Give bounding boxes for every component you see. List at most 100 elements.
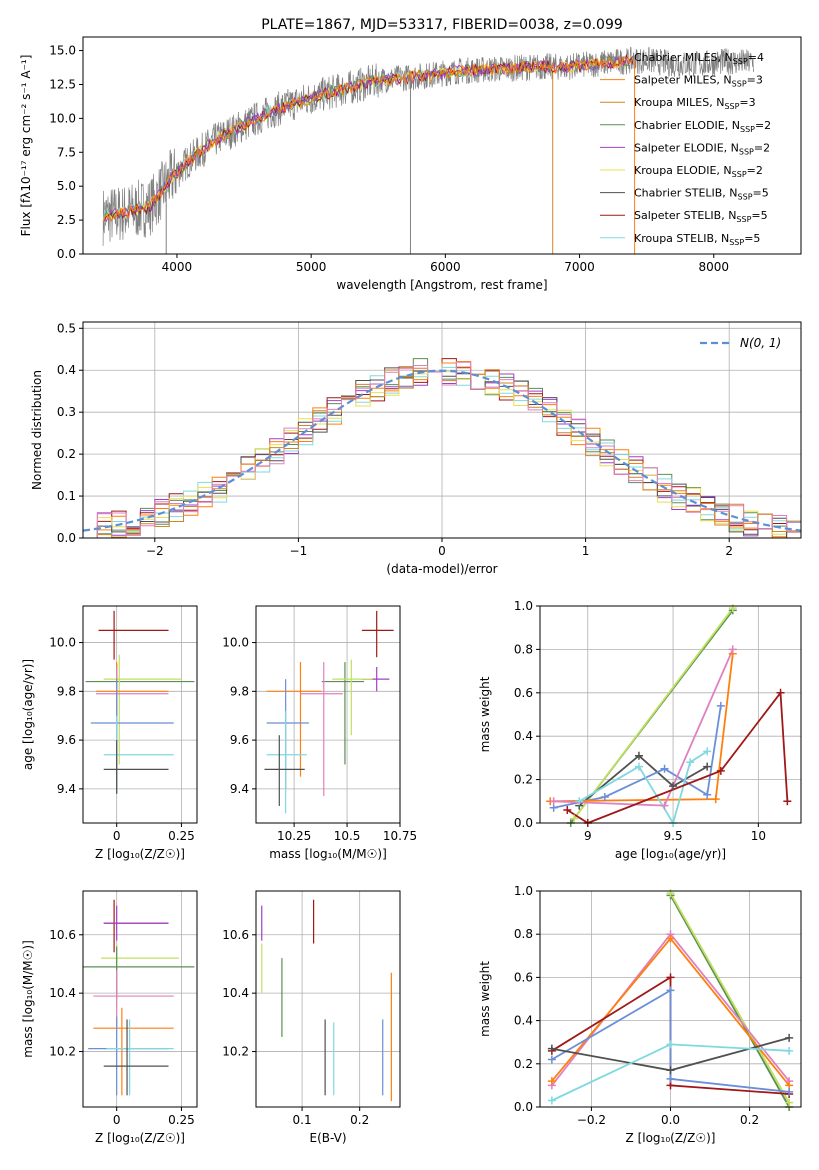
x-tick-label: 0 <box>438 544 446 558</box>
y-tick-label: 10.0 <box>222 636 249 650</box>
series-marker <box>547 1055 556 1064</box>
y-tick-label: 0.5 <box>57 321 76 335</box>
legend-label: Kroupa STELIB, NSSP=5 <box>634 232 760 247</box>
x-tick-label: 0.2 <box>740 1113 759 1127</box>
y-tick-label: 0.2 <box>514 773 533 787</box>
x-tick-label: 0.25 <box>168 1113 195 1127</box>
series-marker <box>570 814 579 823</box>
axes-frame <box>82 605 198 824</box>
series-marker <box>686 758 695 767</box>
gaussian-curve <box>83 369 801 532</box>
axes-frame <box>82 321 802 539</box>
y-tick-label: 9.4 <box>230 782 249 796</box>
legend-label: Salpeter STELIB, NSSP=5 <box>634 209 768 224</box>
x-tick-label: 0.1 <box>293 1113 312 1127</box>
x-axis-label: Z [log₁₀(Z/Z☉)] <box>95 847 185 861</box>
x-tick-label: 0.0 <box>661 1113 680 1127</box>
axes-frame <box>539 605 802 824</box>
y-tick-label: 10.6 <box>49 928 76 942</box>
y-tick-label: 0.3 <box>57 405 76 419</box>
x-tick-label: 5000 <box>296 260 327 274</box>
series-marker <box>660 801 669 810</box>
grid <box>256 606 401 823</box>
y-tick-label: 5.0 <box>57 179 76 193</box>
panel-age_vs_Z: 0 0.25 9.4 9.6 9.8 10.0 Z [log₁₀(Z/Z☉)] age [lo… <box>21 605 198 861</box>
series-line <box>573 607 734 820</box>
series-marker <box>666 1040 675 1049</box>
x-tick-label: 10 <box>751 829 766 843</box>
series-marker <box>776 688 785 697</box>
legend-label: Salpeter MILES, NSSP=3 <box>634 74 763 89</box>
series-marker <box>716 766 725 775</box>
axes-frame <box>82 890 198 1108</box>
x-tick-label: 9.5 <box>664 829 683 843</box>
x-axis-label: E(B-V) <box>309 1131 346 1145</box>
panel-mass_weight_vs_Z: −0.2 0.0 0.2 0.0 0.2 0.4 0.6 0.8 1.0 Z [log₁₀(Z/Z… <box>478 884 802 1145</box>
y-tick-label: 0.1 <box>57 489 76 503</box>
series-marker <box>634 751 643 760</box>
x-tick-label: 0 <box>113 829 121 843</box>
series-line <box>669 892 790 1104</box>
y-tick-label: 10.0 <box>49 636 76 650</box>
y-tick-label: 9.8 <box>57 684 76 698</box>
series-marker <box>703 747 712 756</box>
series-marker <box>666 973 675 982</box>
y-axis-label: mass weight <box>478 676 492 752</box>
series-marker <box>783 797 792 806</box>
series-marker <box>669 782 678 791</box>
histogram-pink <box>83 361 801 538</box>
y-tick-label: 0.0 <box>57 247 76 261</box>
x-tick-label: 4000 <box>162 260 193 274</box>
axes-frame <box>255 605 401 824</box>
plot-area <box>550 607 789 823</box>
series-marker <box>660 764 669 773</box>
series-marker <box>785 1087 794 1096</box>
y-tick-label: 0.0 <box>514 1100 533 1114</box>
axes-frame <box>539 890 802 1108</box>
x-axis-label: age [log₁₀(age/yr)] <box>615 847 726 861</box>
x-axis-label: Z [log₁₀(Z/Z☉)] <box>95 1131 185 1145</box>
series-marker <box>600 792 609 801</box>
y-tick-label: 12.5 <box>49 77 76 91</box>
series-line <box>578 750 708 823</box>
series-marker <box>785 1098 794 1107</box>
grid <box>83 606 197 823</box>
x-tick-label: 10.75 <box>383 829 417 843</box>
y-axis-label: age [log₁₀(age/yr)] <box>21 659 35 770</box>
series-marker <box>666 986 675 995</box>
series-marker <box>634 762 643 771</box>
y-tick-label: 10.2 <box>49 1045 76 1059</box>
y-tick-label: 7.5 <box>57 145 76 159</box>
legend-label: Kroupa ELODIE, NSSP=2 <box>634 164 763 179</box>
plot-area <box>551 892 790 1107</box>
y-tick-label: 0.4 <box>57 363 76 377</box>
x-tick-label: 8000 <box>698 260 729 274</box>
series-marker <box>703 790 712 799</box>
series-marker <box>716 701 725 710</box>
series-marker <box>547 1077 556 1086</box>
panel-residuals: −2 −1 0 1 2 0.0 0.1 0.2 0.3 0.4 0.5 (data-model)/er… <box>30 321 802 576</box>
x-tick-label: 0 <box>113 1113 121 1127</box>
legend: N(0, 1) <box>700 336 781 350</box>
y-tick-label: 0.6 <box>514 686 533 700</box>
series-marker <box>703 762 712 771</box>
series-marker <box>711 795 720 804</box>
y-tick-label: 0.4 <box>514 729 533 743</box>
series-marker <box>549 797 558 806</box>
x-tick-label: 10.25 <box>277 829 311 843</box>
x-tick-label: 0.25 <box>168 829 195 843</box>
series-marker <box>575 797 584 806</box>
panel-mass_vs_EBV: 0.1 0.2 10.2 10.4 10.6 E(B-V) <box>222 890 401 1145</box>
x-tick-label: −0.2 <box>577 1113 606 1127</box>
panel-mass_weight_vs_age: 9 9.5 10 0.0 0.2 0.4 0.6 0.8 1.0 age [log₁₀(age/y… <box>478 599 802 861</box>
y-tick-label: 0.6 <box>514 970 533 984</box>
x-tick-label: 6000 <box>430 260 461 274</box>
series-marker <box>563 805 572 814</box>
series-marker <box>666 1066 675 1075</box>
series-marker <box>547 1096 556 1105</box>
x-tick-label: −1 <box>290 544 308 558</box>
y-tick-label: 10.4 <box>49 986 76 1000</box>
plot-area <box>102 46 755 254</box>
legend: Chabrier MILES, NSSP=4 Salpeter MILES, NS… <box>600 51 771 247</box>
